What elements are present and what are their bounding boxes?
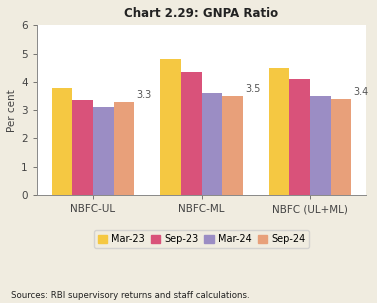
Bar [222,96,243,195]
Text: Sources: RBI supervisory returns and staff calculations.: Sources: RBI supervisory returns and sta… [11,291,250,300]
Bar [52,88,72,195]
Text: 3.3: 3.3 [136,90,152,100]
Text: 3.4: 3.4 [353,87,369,97]
Bar [310,96,331,195]
Bar [72,100,93,195]
Bar [113,102,134,195]
Bar [93,107,113,195]
Bar [269,68,290,195]
Bar [160,59,181,195]
Bar [181,72,202,195]
Bar [290,79,310,195]
Bar [331,99,351,195]
Title: Chart 2.29: GNPA Ratio: Chart 2.29: GNPA Ratio [124,7,279,20]
Bar [202,93,222,195]
Legend: Mar-23, Sep-23, Mar-24, Sep-24: Mar-23, Sep-23, Mar-24, Sep-24 [93,231,310,248]
Text: 3.5: 3.5 [245,84,260,94]
Y-axis label: Per cent: Per cent [7,89,17,132]
